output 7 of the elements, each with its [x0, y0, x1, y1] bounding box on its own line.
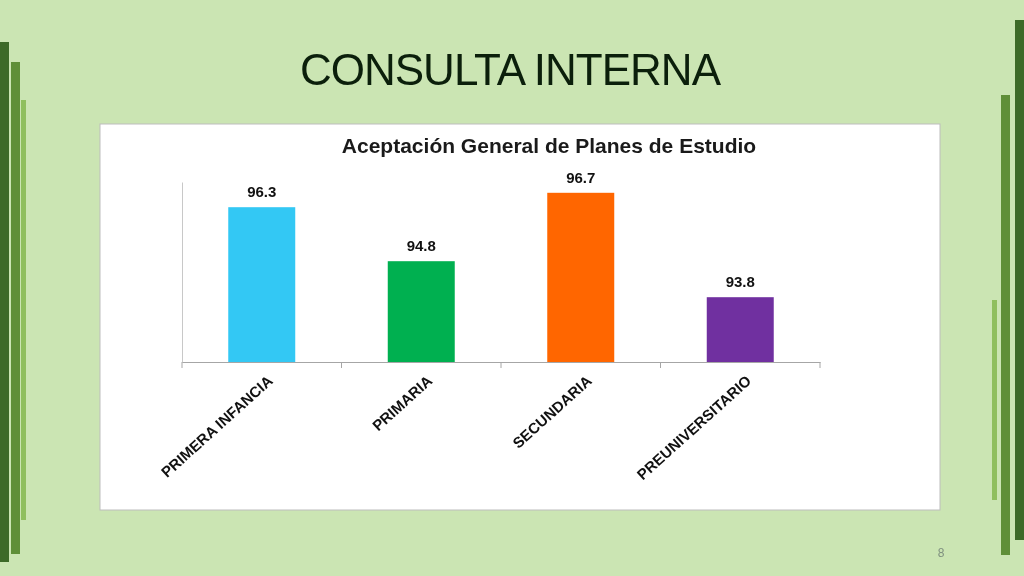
data-label: 96.3: [247, 183, 277, 201]
data-label: 93.8: [725, 273, 755, 291]
chart-title: CONSULTA INTERNA: [300, 45, 722, 94]
data-label: 96.7: [566, 168, 596, 186]
text: 8: [937, 546, 945, 560]
chart-subtitle: Aceptación General de Planes de Estudio: [341, 134, 757, 157]
data-label: 94.8: [406, 237, 436, 255]
